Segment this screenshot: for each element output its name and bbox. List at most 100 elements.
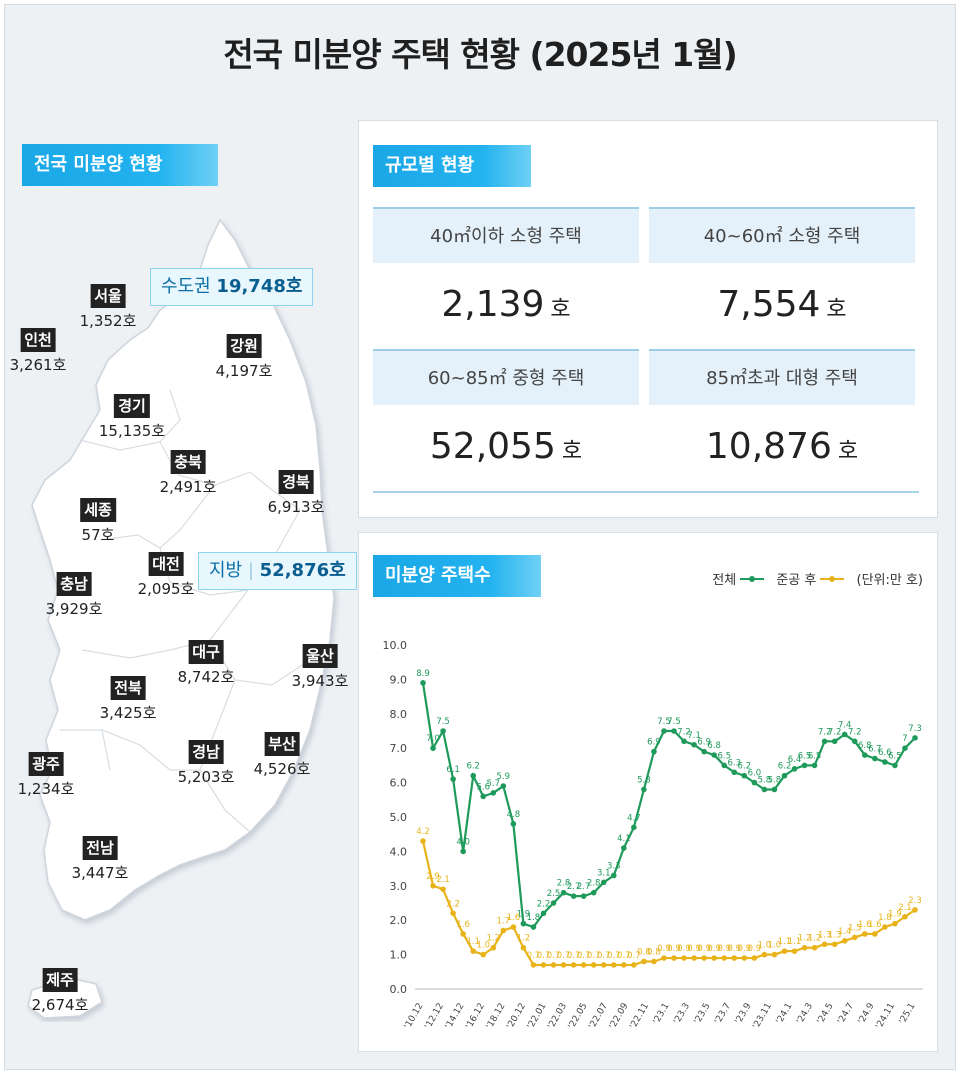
capital-area-label: 수도권 [161,276,211,297]
after-completion-series-data-label: 0.8 [637,947,651,957]
x-tick-label: '12.12 [423,1002,446,1031]
after-completion-series-point [651,958,657,965]
region-value: 2,095호 [137,580,195,598]
total-series-point [701,748,707,755]
x-tick-label: '10.12 [403,1002,426,1031]
size-cell-small-60: 40~60㎡ 소형 주택 7,554 호 [649,207,915,347]
x-tick-label: '24.9 [857,1001,877,1026]
total-series-point [450,776,456,782]
total-series-data-label: 5.6 [476,782,490,792]
region-14: 경남 5,203호 [177,740,235,787]
after-completion-series-data-label: 1.0 [758,941,772,951]
total-series-data-label: 6.2 [738,762,752,772]
y-tick-label: 6.0 [390,777,408,790]
size-label: 40~60㎡ 소형 주택 [649,207,915,263]
x-tick-label: '23.5 [693,1002,713,1026]
region-name: 대전 [148,552,184,576]
legend-total-swatch [740,575,765,582]
after-completion-series-point [691,955,697,961]
total-series-data-label: 4.8 [507,810,521,820]
x-tick-label: '14.12 [444,1002,467,1031]
after-completion-series-point [701,955,707,961]
y-tick-label: 5.0 [390,811,408,824]
after-completion-series-data-label: 0.9 [727,944,741,954]
after-completion-series-point [892,920,898,927]
after-completion-series-point [631,962,637,968]
total-series-data-label: 5.8 [637,775,651,785]
legend-after-completion-label: 준공 후 [776,573,817,588]
after-completion-series-point [621,962,627,968]
after-completion-series-point [450,910,456,917]
region-value: 1,352호 [79,312,137,330]
total-series-data-label: 3.1 [597,868,611,878]
region-17: 제주 2,674호 [32,968,88,1015]
total-series-point [600,879,607,886]
y-tick-label: 2.0 [390,914,408,927]
line-chart: 0.0 1.0 2.0 3.0 4.0 5.0 6.0 7.0 8.0 9.0 10.0 '10.12… [383,637,923,1031]
x-tick-label: '22.11 [628,1002,651,1031]
after-completion-series-point [420,838,426,844]
total-series-point [761,786,768,793]
after-completion-series-data-label: 1.7 [497,917,511,927]
after-completion-series-data-label: 2.9 [426,872,440,882]
region-name: 세종 [80,498,116,522]
after-completion-series-data-label: 0.9 [738,944,752,954]
after-completion-series-point [912,907,918,913]
region-4: 경기 15,135호 [99,394,165,441]
region-name: 충남 [56,572,92,596]
after-completion-series-point [641,958,647,965]
total-series-data-label: 6.5 [798,751,812,761]
region-value: 1,234호 [17,780,75,798]
after-completion-series-point [430,883,436,889]
region-7: 세종 57호 [80,498,116,545]
total-series-data-label: 7.0 [426,734,440,744]
x-tick-label: '23.7 [713,1002,733,1026]
after-completion-series-point [811,944,818,951]
after-completion-series-point [801,944,808,951]
y-tick-label: 7.0 [390,742,408,755]
after-completion-series-point [711,955,717,961]
region-6: 경북 6,913호 [268,470,324,517]
total-series-data-label: 5.9 [497,772,511,782]
region-1: 서울 1,352호 [79,284,137,331]
total-series-point [621,845,627,851]
region-value: 57호 [81,526,115,544]
size-value: 52,055 [429,426,556,467]
total-series-point [590,889,597,896]
total-series-data-label: 5.8 [768,775,782,785]
after-completion-series-data-label: 1.3 [828,930,842,940]
total-series-data-label: 6.0 [748,769,762,779]
after-completion-series-data-label: 1.9 [888,910,902,920]
total-series-point [510,821,517,827]
total-series-data-label: 7.5 [657,717,671,727]
region-name: 경기 [114,394,150,418]
total-series-data-label: 7.2 [677,727,691,737]
total-series-data-label: 3.3 [607,861,621,871]
after-completion-series-point [600,962,607,968]
after-completion-series-point [831,941,838,948]
region-name: 대구 [188,640,224,664]
total-series-data-label: 5.7 [487,779,501,789]
after-completion-series-data-label: 1.2 [487,934,501,944]
y-tick-label: 3.0 [390,880,408,893]
region-value: 3,943호 [291,672,349,690]
region-name: 울산 [302,644,338,668]
region-3: 강원 4,197호 [216,334,272,381]
y-tick-label: 9.0 [390,673,408,686]
after-completion-series-data-label: 1.2 [808,934,822,944]
x-tick-label: '23.1 [652,1002,672,1026]
after-completion-series-data-label: 0.9 [697,944,711,954]
total-series-point [480,793,487,800]
after-completion-series-point [861,931,868,937]
region-2: 인천 3,261호 [10,328,66,375]
total-series-point [580,893,587,899]
total-series-point [460,848,466,855]
unit-note: (단위:만 호) [856,573,924,588]
total-series-point [791,766,798,772]
region-value: 5,203호 [177,768,235,786]
legend-after-completion: 준공 후 [776,569,845,588]
region-value: 3,447호 [71,864,129,882]
after-completion-series-data-label: 0.7 [547,951,561,961]
after-completion-series-point [570,962,577,968]
total-series-point [520,920,527,927]
